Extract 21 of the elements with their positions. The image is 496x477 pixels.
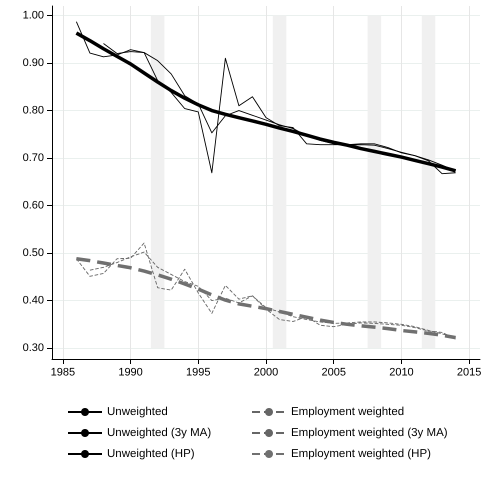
- y-tick-label: 0.50: [22, 247, 44, 260]
- y-tick-label: 0.60: [22, 200, 44, 212]
- x-tick-label: 1985: [50, 366, 76, 378]
- y-tick-label: 0.80: [22, 104, 44, 117]
- legend-label: Employment weighted: [291, 406, 404, 418]
- y-tick-label: 0.70: [22, 152, 44, 164]
- legend-label: Employment weighted (HP): [291, 448, 432, 460]
- x-tick-label: 1990: [118, 366, 143, 378]
- x-tick-label: 1995: [186, 366, 211, 378]
- y-tick-label: 0.30: [22, 342, 44, 354]
- legend-label: Unweighted: [107, 406, 168, 418]
- x-tick-label: 2010: [389, 366, 414, 378]
- y-tick-label: 0.90: [22, 57, 44, 70]
- y-tick-label: 0.40: [22, 294, 44, 307]
- y-tick-label: 1.00: [22, 10, 44, 22]
- x-tick-label: 2005: [321, 366, 346, 378]
- x-tick-label: 2000: [254, 366, 278, 378]
- legend-label: Unweighted (3y MA): [107, 427, 212, 439]
- x-tick-label: 2015: [456, 366, 482, 378]
- legend-label: Employment weighted (3y MA): [291, 427, 448, 439]
- legend-label: Unweighted (HP): [107, 448, 195, 460]
